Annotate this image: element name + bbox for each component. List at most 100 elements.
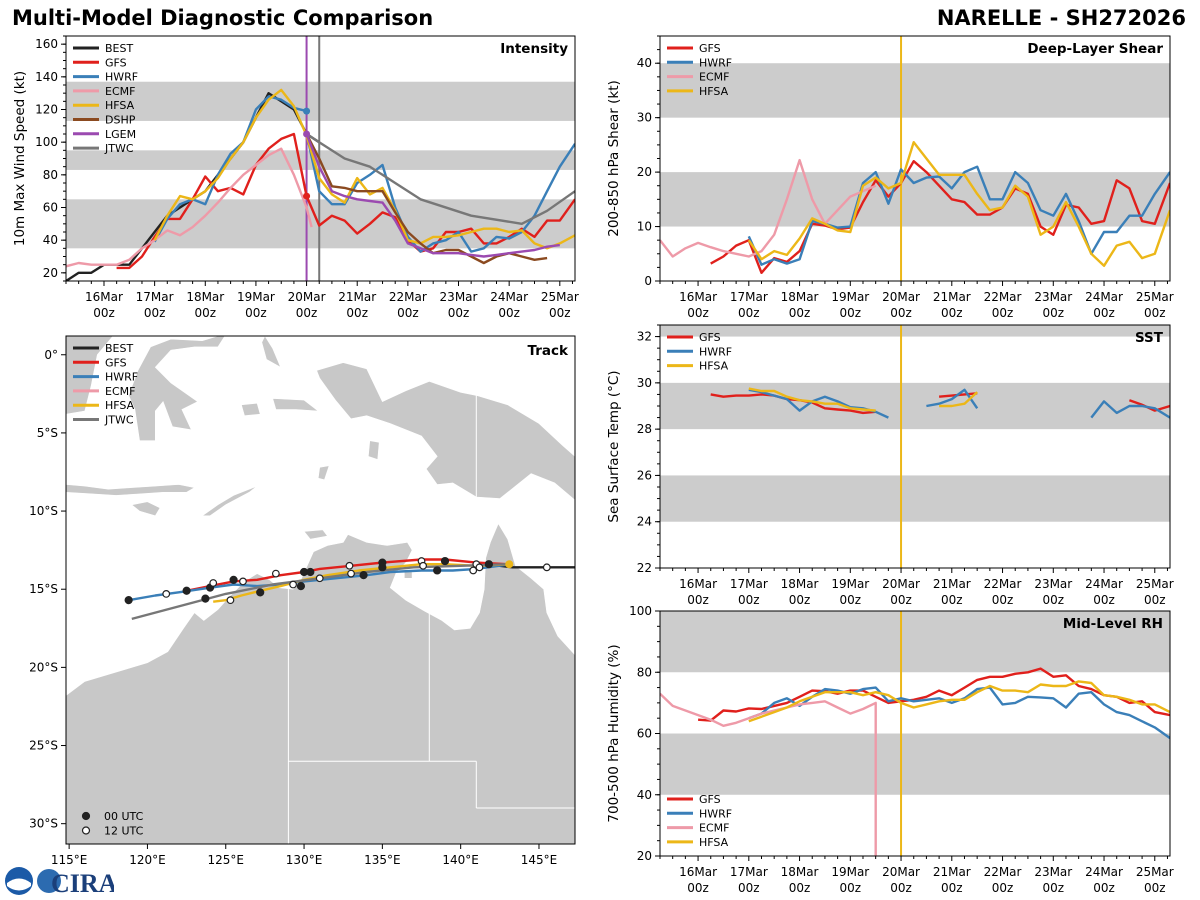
y-axis-label: Sea Surface Temp (°C) [606,370,622,522]
x-tick-hour-label: 00z [687,593,709,607]
x-tick-hour-label: 00z [1093,881,1115,895]
track-point-00utc [433,566,442,575]
landmass [367,440,380,460]
track-point-12utc [162,590,171,598]
x-tick-hour-label: 00z [448,306,470,320]
chart-track: 115°E 120°E 125°E 130°E 135°E 140°E 145°E 0° 5°S… [29,335,576,867]
legend-label-gfs: GFS [699,42,721,55]
x-tick-date-label: 24Mar [1085,865,1123,879]
panel-title: Deep-Layer Shear [1027,41,1163,57]
x-tick-date-label: 24Mar [1085,577,1123,591]
marker-legend-label: 12 UTC [104,825,144,838]
y-tick-label: 40 [637,56,652,70]
x-tick-date-label: 23Mar [440,290,478,304]
track-point-12utc [315,574,324,583]
series-marker-hwrf [303,107,311,115]
x-tick-hour-label: 00z [840,306,862,320]
y-tick-label: 120 [35,103,58,117]
legend-label-hfsa: HFSA [105,99,135,112]
track-map-area [66,336,575,844]
marker-legend-symbol [81,811,91,821]
x-tick-date-label: 22Mar [389,290,427,304]
plot-area-rh [660,611,1170,856]
x-tick-date-label: 19Mar [237,290,275,304]
legend-label-gfs: GFS [105,56,127,69]
y-tick-label: 80 [637,665,652,679]
y-tick-label: 140 [35,70,58,84]
x-tick-date-label: 18Mar [781,865,819,879]
track-point-12utc [469,566,478,575]
x-tick-label: 130°E [286,853,323,867]
plot-frame [659,324,1171,569]
shaded-band [660,475,1170,522]
track-point-00utc [229,575,238,584]
series-line-hwrf [1090,400,1170,419]
landmass [201,485,258,517]
y-tick-label: 20°S [29,660,58,674]
track-point-12utc [542,563,551,572]
x-tick-label: 140°E [442,853,479,867]
x-tick-hour-label: 00z [738,881,760,895]
series-line-best [66,91,320,281]
track-point-00utc [201,594,210,603]
legend-label-hwrf: HWRF [699,807,732,820]
track-point-12utc [239,577,247,586]
landmass [303,529,329,540]
x-tick-hour-label: 00z [840,593,862,607]
series-line-hfsa [747,140,1170,267]
x-tick-hour-label: 00z [93,306,115,320]
legend-label-ecmf: ECMF [699,71,729,84]
x-tick-label: 115°E [51,853,88,867]
x-tick-hour-label: 00z [941,881,963,895]
y-tick-label: 26 [637,468,652,482]
series-line-hfsa [748,680,1170,723]
x-tick-hour-label: 00z [549,306,571,320]
x-tick-hour-label: 00z [738,306,760,320]
series-line-ecmf [660,692,877,856]
track-point-00utc [378,563,387,572]
plot-area-intensity [66,36,575,281]
legend-label-jtwc: JTWC [104,142,134,155]
x-tick-date-label: 21Mar [933,865,971,879]
series-line-hfsa [748,387,876,412]
x-tick-hour-label: 00z [941,593,963,607]
x-tick-hour-label: 00z [1144,306,1166,320]
x-tick-hour-label: 00z [1093,593,1115,607]
chart-sst: 22 24 26 28 30 32 16Mar 00z 17Mar 00z 18Mar 00z 19Ma… [606,324,1174,607]
plot-area-sst [660,325,1170,568]
track-point-12utc [209,579,218,587]
x-tick-date-label: 23Mar [1034,290,1072,304]
panel-title: Intensity [500,41,568,57]
legend-label-best: BEST [105,42,133,55]
shaded-band [660,611,1170,673]
x-tick-hour-label: 00z [194,306,216,320]
x-tick-date-label: 18Mar [186,290,224,304]
x-tick-date-label: 19Mar [831,290,869,304]
legend-label-ecmf: ECMF [105,385,135,398]
agency-logos: CIRA [5,867,114,896]
chart-shear: 0 10 20 30 40 16Mar 00z 17Mar 00z 18Mar 00z 19Mar 00… [606,35,1174,320]
y-tick-label: 160 [35,37,58,51]
track-point-00utc [359,571,368,580]
x-tick-hour-label: 00z [789,593,811,607]
track-point-12utc [419,561,427,570]
landmass [317,465,330,481]
x-tick-hour-label: 00z [1093,306,1115,320]
legend-label-hwrf: HWRF [699,345,732,358]
landmass [261,336,282,368]
chart-intensity: 20 40 60 80 100 120 140 160 16Mar 00z 17Mar 00z 18Ma… [12,35,579,320]
storm-id-title: NARELLE - SH272026 [936,6,1186,30]
y-axis-label: 700-500 hPa Humidity (%) [606,644,622,822]
panel-title: SST [1135,330,1164,346]
panel-title: Track [528,343,569,359]
page-title: Multi-Model Diagnostic Comparison [12,6,434,30]
y-tick-label: 40 [43,233,58,247]
y-tick-label: 30 [637,376,652,390]
x-tick-hour-label: 00z [1042,593,1064,607]
x-tick-date-label: 16Mar [679,577,717,591]
landmass [131,501,161,517]
series-line-hwrf [305,133,575,253]
y-tick-label: 20 [43,266,58,280]
x-tick-date-label: 18Mar [781,290,819,304]
series-line-hwrf [747,165,1170,266]
